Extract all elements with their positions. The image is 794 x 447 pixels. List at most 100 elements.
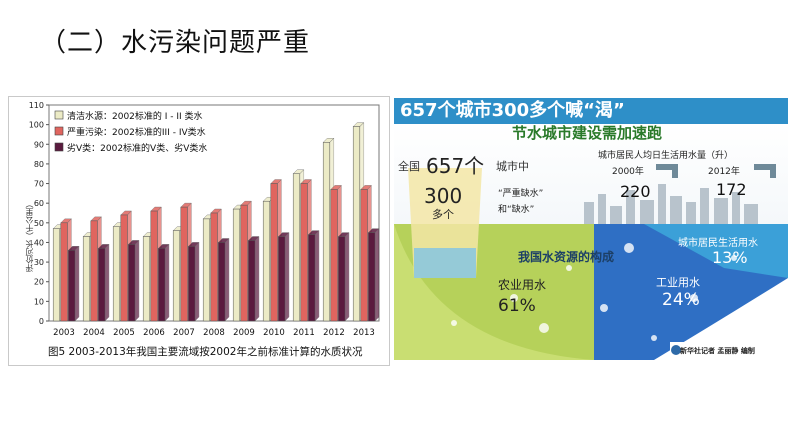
legend-label: 劣V类：2002标准的V类、劣V类水 bbox=[67, 142, 207, 154]
xinhua-logo-icon bbox=[671, 345, 681, 355]
bar bbox=[142, 236, 151, 322]
y-tick-label: 70 bbox=[34, 180, 44, 189]
credit-line: 新华社记者 孟丽静 编制 bbox=[680, 347, 755, 355]
industry-label: 工业用水 bbox=[656, 276, 700, 289]
bar bbox=[128, 244, 136, 322]
water-quality-chart-panel: 0 10 20 30 40 50 60 70 80 90 100 110 2003 2004 2005 200… bbox=[8, 96, 390, 366]
bar bbox=[248, 240, 256, 322]
year-2012-label: 2012年 bbox=[708, 167, 740, 177]
x-tick-label: 2004 bbox=[83, 328, 105, 338]
bar bbox=[150, 210, 158, 322]
bar bbox=[322, 142, 331, 322]
bar-side bbox=[344, 232, 350, 322]
legend-swatch bbox=[54, 142, 64, 152]
x-tick-label: 2009 bbox=[233, 328, 255, 338]
bar bbox=[158, 248, 166, 322]
shortage-type-b: 和“缺水” bbox=[498, 205, 535, 215]
bar bbox=[202, 218, 211, 322]
water-infographic: 657个城市300多个喊“渴” 节水城市建设需加速跑 全国 657个 城市中 3… bbox=[394, 98, 788, 360]
y-tick-label: 80 bbox=[34, 160, 44, 169]
water-drops-decoration bbox=[451, 243, 737, 341]
bar bbox=[270, 183, 278, 322]
bar-side bbox=[284, 232, 290, 322]
legend-label: 严重污染：2002标准的III - IV类水 bbox=[67, 126, 206, 138]
faucet-icon bbox=[656, 164, 776, 178]
bar-side bbox=[224, 237, 230, 322]
bar-side bbox=[194, 241, 200, 322]
page-title: （二）水污染问题严重 bbox=[40, 28, 311, 58]
bar bbox=[52, 228, 61, 322]
x-tick-label: 2005 bbox=[113, 328, 135, 338]
shortage-count: 300 bbox=[424, 184, 463, 208]
bar bbox=[278, 236, 286, 322]
bar bbox=[210, 212, 218, 322]
x-tick-label: 2006 bbox=[143, 328, 165, 338]
bar bbox=[120, 214, 128, 322]
bar bbox=[112, 226, 121, 322]
chart-caption: 图5 2003-2013年我国主要流域按2002年之前标准计算的水质状况 bbox=[48, 346, 363, 358]
bar bbox=[232, 208, 241, 322]
bar bbox=[218, 242, 226, 322]
bar bbox=[300, 183, 308, 322]
daily-use-2000: 220 bbox=[620, 182, 651, 201]
industry-pct: 24% bbox=[662, 290, 700, 310]
y-tick-label: 90 bbox=[34, 140, 44, 149]
bar-side bbox=[134, 239, 140, 322]
infographic-subheadline: 节水城市建设需加速跑 bbox=[512, 124, 663, 142]
bar bbox=[360, 189, 368, 322]
bar bbox=[368, 232, 376, 322]
bar bbox=[262, 200, 271, 322]
x-tick-label: 2013 bbox=[353, 328, 375, 338]
daily-use-2012: 172 bbox=[716, 180, 747, 199]
y-tick-label: 60 bbox=[34, 199, 44, 208]
x-tick-label: 2010 bbox=[263, 328, 285, 338]
shortage-unit: 多个 bbox=[432, 208, 454, 221]
bar bbox=[90, 220, 98, 322]
infographic-graphic bbox=[394, 124, 788, 360]
bar bbox=[68, 250, 76, 322]
bar-side bbox=[104, 243, 110, 322]
y-tick-label: 110 bbox=[29, 101, 44, 110]
bar bbox=[60, 222, 68, 322]
shortage-type-a: “严重缺水” bbox=[498, 189, 544, 199]
bar bbox=[292, 173, 301, 322]
water-quality-bar-chart: 0 10 20 30 40 50 60 70 80 90 100 110 2003 2004 2005 200… bbox=[29, 101, 380, 338]
domestic-pct: 13% bbox=[712, 248, 748, 267]
bar bbox=[330, 189, 338, 322]
bar bbox=[308, 234, 316, 322]
agri-label: 农业用水 bbox=[498, 278, 547, 292]
domestic-label: 城市居民生活用水 bbox=[678, 238, 758, 249]
city-count: 657个 bbox=[426, 154, 485, 178]
y-axis-label: 评价河长（千公里） bbox=[25, 200, 34, 272]
bar bbox=[172, 230, 181, 322]
x-tick-label: 2011 bbox=[293, 328, 315, 338]
y-tick-label: 20 bbox=[34, 278, 44, 287]
daily-use-title: 城市居民人均日生活用水量（升） bbox=[598, 151, 734, 161]
y-tick-label: 50 bbox=[34, 219, 44, 228]
legend-swatch bbox=[54, 110, 64, 120]
city-suffix: 城市中 bbox=[496, 160, 529, 173]
bar bbox=[240, 204, 248, 322]
infographic-headline: 657个城市300多个喊“渴” bbox=[394, 98, 788, 124]
national-label: 全国 bbox=[398, 160, 420, 173]
x-tick-label: 2012 bbox=[323, 328, 345, 338]
bar bbox=[338, 236, 346, 322]
bar-side bbox=[314, 230, 320, 322]
y-tick-label: 30 bbox=[34, 258, 44, 267]
bar bbox=[98, 248, 106, 322]
y-tick-label: 40 bbox=[34, 238, 44, 247]
y-tick-label: 0 bbox=[39, 317, 44, 326]
bar bbox=[82, 236, 91, 322]
x-tick-label: 2007 bbox=[173, 328, 195, 338]
composition-title: 我国水资源的构成 bbox=[518, 250, 615, 264]
y-tick-label: 10 bbox=[34, 297, 44, 306]
bar-side bbox=[74, 245, 80, 322]
bar-side bbox=[164, 243, 170, 322]
bar bbox=[352, 126, 361, 322]
year-2000-label: 2000年 bbox=[612, 167, 644, 177]
x-tick-label: 2008 bbox=[203, 328, 225, 338]
bar bbox=[180, 206, 188, 322]
y-tick-label: 100 bbox=[29, 121, 44, 130]
legend-label: 清洁水源：2002标准的 I - II 类水 bbox=[67, 110, 203, 122]
legend-swatch bbox=[54, 126, 64, 136]
